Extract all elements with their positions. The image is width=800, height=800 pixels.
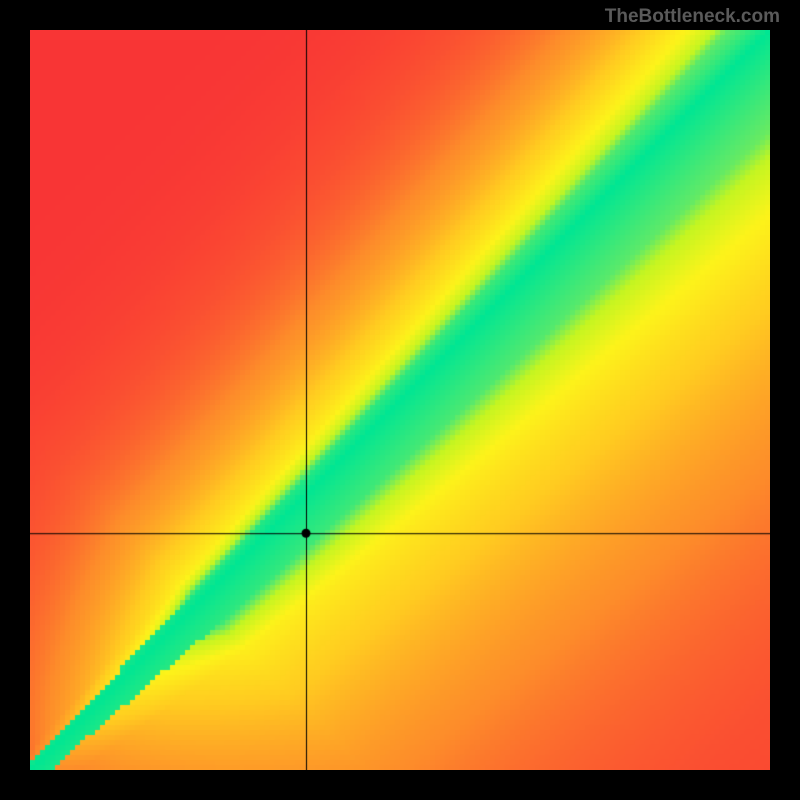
watermark-text: TheBottleneck.com [605, 6, 780, 28]
plot-area [30, 30, 770, 770]
heatmap-canvas [30, 30, 770, 770]
